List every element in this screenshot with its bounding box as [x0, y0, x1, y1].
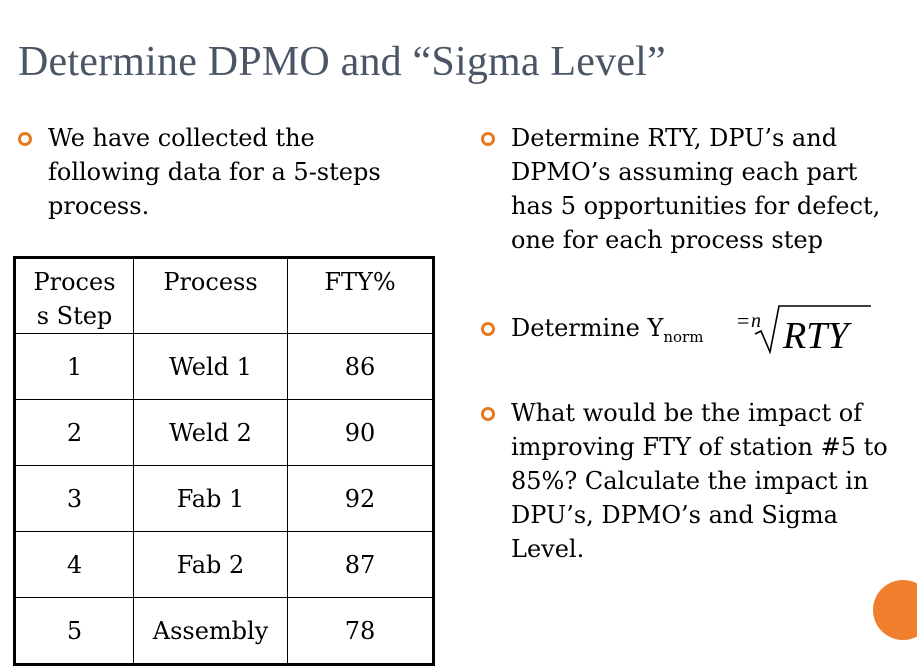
task-line: Level. [511, 535, 585, 563]
ynorm-subscript: norm [663, 328, 704, 346]
table-header-row: Proces s Step Process FTY% [14, 257, 434, 334]
task-line: 85%? Calculate the impact in [511, 467, 869, 495]
ynorm-text: Determine Ynorm [511, 311, 703, 354]
cell-process: Fab 2 [133, 531, 288, 598]
cell-step: 4 [14, 531, 134, 598]
formula-equals: = [737, 308, 749, 333]
process-data-table: Proces s Step Process FTY% 1 Weld 1 86 2… [13, 256, 435, 666]
table-row: 5 Assembly 78 [14, 597, 434, 665]
task-line: improving FTY of station #5 to [511, 433, 888, 461]
cell-fty: 78 [287, 597, 434, 665]
task-bullet-text: What would be the impact of improving FT… [511, 396, 888, 566]
cell-process: Weld 1 [133, 333, 288, 400]
nth-root-formula: = n RTY [737, 305, 871, 354]
header-line: Process [163, 268, 258, 296]
task-line: has 5 opportunities for defect, [511, 192, 881, 220]
cell-step: 3 [14, 465, 134, 532]
cell-step: 1 [14, 333, 134, 400]
task-line: What would be the impact of [511, 399, 863, 427]
header-process: Process [133, 257, 288, 334]
task-bullet-text: Determine RTY, DPU’s and DPMO’s assuming… [511, 121, 880, 257]
header-line: s Step [36, 302, 113, 330]
formula-radicand: RTY [782, 315, 852, 354]
slide-accent-circle [873, 580, 917, 640]
table-row: 3 Fab 1 92 [14, 465, 434, 532]
table-row: 1 Weld 1 86 [14, 333, 434, 400]
header-process-step: Proces s Step [14, 257, 134, 334]
intro-bullet-text: We have collected the following data for… [48, 121, 381, 223]
bullet-circle-icon [18, 132, 32, 146]
radical-sign-icon [754, 305, 871, 354]
ynorm-prefix: Determine Y [511, 314, 664, 342]
task-line: Determine RTY, DPU’s and [511, 124, 838, 152]
slide-title: Determine DPMO and “Sigma Level” [18, 39, 666, 85]
cell-process: Assembly [133, 597, 288, 665]
task-line: DPMO’s assuming each part [511, 158, 858, 186]
intro-line: We have collected the [48, 124, 315, 152]
formula-root-index: n [751, 310, 761, 332]
cell-process: Weld 2 [133, 399, 288, 466]
bullet-circle-icon [481, 322, 495, 336]
intro-line: process. [48, 192, 150, 220]
cell-process: Fab 1 [133, 465, 288, 532]
cell-fty: 86 [287, 333, 434, 400]
header-line: Proces [33, 268, 116, 296]
cell-step: 2 [14, 399, 134, 466]
task-line: DPU’s, DPMO’s and Sigma [511, 501, 838, 529]
table-row: 4 Fab 2 87 [14, 531, 434, 598]
header-fty: FTY% [287, 257, 434, 334]
cell-fty: 87 [287, 531, 434, 598]
header-line: FTY% [324, 268, 396, 296]
task-line: one for each process step [511, 226, 823, 254]
cell-fty: 92 [287, 465, 434, 532]
intro-line: following data for a 5-steps [48, 158, 381, 186]
bullet-circle-icon [481, 407, 495, 421]
cell-step: 5 [14, 597, 134, 665]
bullet-circle-icon [481, 132, 495, 146]
cell-fty: 90 [287, 399, 434, 466]
table-row: 2 Weld 2 90 [14, 399, 434, 466]
